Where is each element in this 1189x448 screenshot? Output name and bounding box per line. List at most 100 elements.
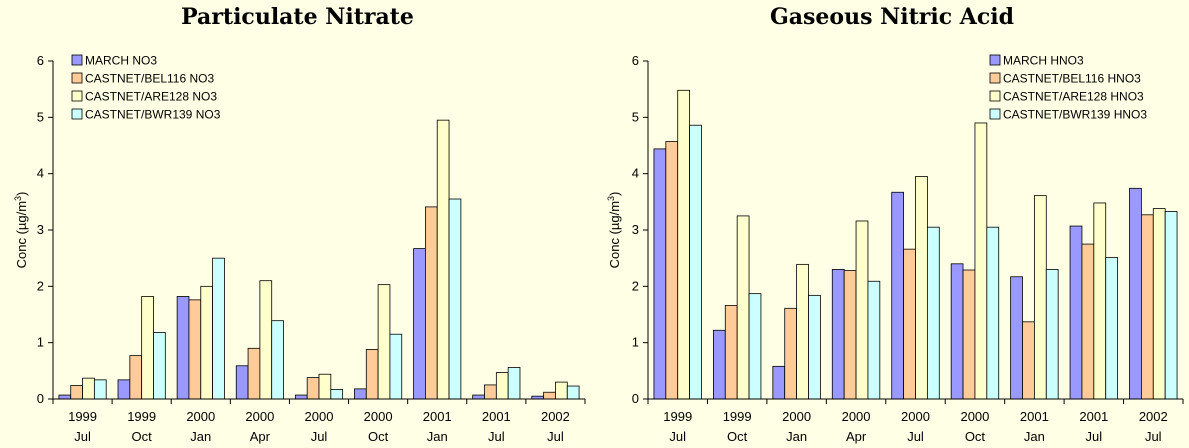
- bar: [1022, 321, 1035, 400]
- legend-label: CASTNET/BWR139 NO3: [85, 108, 221, 122]
- bar: [377, 284, 391, 400]
- x-tick-label-year: 2000: [245, 409, 274, 424]
- legend-swatch: [71, 54, 83, 66]
- bar: [689, 124, 702, 400]
- bar: [117, 379, 131, 400]
- chart-title: Particulate Nitrate: [181, 4, 414, 30]
- legend-swatch: [71, 90, 83, 102]
- bar: [855, 220, 869, 400]
- bar: [495, 372, 509, 400]
- bar: [926, 226, 940, 400]
- bar: [448, 198, 462, 400]
- legend-swatch: [71, 108, 83, 120]
- bar: [212, 257, 225, 400]
- x-tick-label-month: Oct: [368, 429, 389, 444]
- bar: [200, 285, 213, 400]
- bar: [235, 365, 249, 400]
- bar: [867, 280, 881, 400]
- legend-label: CASTNET/BWR139 HNO3: [1003, 108, 1147, 122]
- legend-swatch: [989, 54, 1001, 66]
- x-tick-label-year: 2002: [541, 409, 570, 424]
- x-tick-label-year: 2000: [782, 409, 811, 424]
- y-tick-label: 0: [632, 391, 639, 406]
- bar: [389, 333, 403, 400]
- bar: [796, 263, 809, 400]
- bar: [271, 320, 284, 400]
- bar: [1105, 257, 1119, 400]
- bar: [1140, 214, 1154, 400]
- bar: [424, 206, 438, 400]
- bar: [259, 280, 273, 400]
- bar: [1045, 269, 1059, 400]
- bar: [772, 365, 786, 400]
- x-tick-label-month: Jan: [1024, 429, 1045, 444]
- bar: [665, 141, 679, 400]
- bar: [903, 248, 916, 400]
- y-tick-label: 4: [632, 166, 639, 181]
- x-tick-label-year: 2001: [423, 409, 452, 424]
- bar: [1010, 276, 1023, 400]
- bar: [365, 349, 379, 400]
- bar: [986, 226, 1000, 400]
- y-tick-label: 4: [37, 166, 44, 181]
- y-tick-label: 1: [632, 335, 639, 350]
- chart-title: Gaseous Nitric Acid: [770, 4, 1014, 30]
- legend-swatch: [989, 72, 1001, 84]
- bar: [436, 119, 450, 400]
- bar: [653, 148, 667, 400]
- x-tick-label-month: Jul: [547, 429, 564, 444]
- particulate-nitrate-plot: 0 1 2 3 4 5 6 Conc (µg/m3) 1999 Jul 1999 Oct 2000 Jan…: [13, 53, 586, 444]
- legend-swatch: [71, 72, 83, 84]
- bar: [677, 89, 691, 400]
- bar: [484, 384, 497, 400]
- bar: [294, 394, 308, 400]
- bar: [129, 355, 143, 400]
- y-tick-label: 5: [632, 109, 639, 124]
- bar: [843, 270, 857, 400]
- bar: [354, 388, 367, 400]
- y-tick-label: 0: [37, 391, 44, 406]
- x-tick-label-month: Oct: [132, 429, 153, 444]
- bar: [962, 269, 976, 400]
- x-tick-label-year: 2000: [901, 409, 930, 424]
- bar: [93, 379, 107, 400]
- x-tick-label-year: 2001: [482, 409, 511, 424]
- y-tick-label: 6: [37, 53, 44, 68]
- gaseous-nitric-acid-plot: 0 1 2 3 4 5 6 Conc (µg/m3) 1999 Jul 1999 Oct 2000 Jan…: [606, 53, 1184, 444]
- bar: [82, 377, 95, 400]
- bar: [472, 394, 485, 400]
- bar: [1152, 208, 1166, 400]
- x-tick-label-month: Apr: [250, 429, 271, 444]
- y-tick-label: 5: [37, 109, 44, 124]
- y-tick-label: 3: [632, 222, 639, 237]
- bar: [153, 332, 166, 400]
- bar: [1069, 225, 1083, 400]
- bar: [70, 385, 83, 400]
- y-tick-label: 3: [37, 222, 44, 237]
- bar: [974, 122, 988, 400]
- x-tick-label-month: Jan: [427, 429, 448, 444]
- x-tick-label-year: 1999: [663, 409, 692, 424]
- legend-label: CASTNET/BEL116 HNO3: [1003, 72, 1141, 86]
- bar: [1129, 187, 1142, 400]
- x-tick-label-month: Jul: [1145, 429, 1162, 444]
- x-tick-label-year: 1999: [68, 409, 97, 424]
- legend-label: MARCH NO3: [85, 54, 157, 68]
- x-tick-label-year: 2000: [842, 409, 871, 424]
- bar: [831, 269, 845, 400]
- x-tick-label-month: Apr: [846, 429, 867, 444]
- bar: [555, 381, 568, 400]
- legend-label: MARCH HNO3: [1003, 54, 1084, 68]
- bar: [808, 294, 821, 400]
- x-tick-label-year: 2001: [1020, 409, 1049, 424]
- bar: [1081, 243, 1095, 400]
- bar: [950, 263, 964, 400]
- x-tick-label-month: Jul: [1086, 429, 1103, 444]
- bar: [1164, 211, 1178, 400]
- bar: [543, 391, 556, 400]
- x-tick-label-month: Jul: [488, 429, 505, 444]
- legend-label: CASTNET/BEL116 NO3: [85, 72, 214, 86]
- x-tick-label-month: Jul: [311, 429, 328, 444]
- bar: [724, 305, 738, 400]
- y-tick-label: 1: [37, 335, 44, 350]
